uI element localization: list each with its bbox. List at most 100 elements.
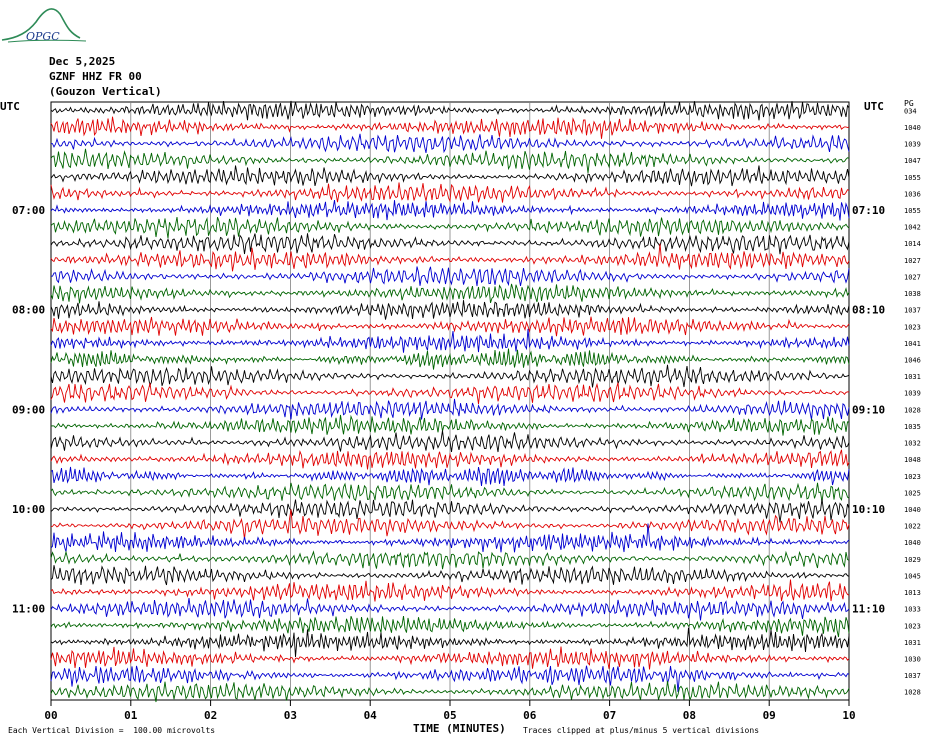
trace-row [50, 100, 850, 121]
right-hour-label: 08:10 [852, 304, 885, 317]
row-scale-value: 1023 [904, 622, 921, 630]
trace-row [50, 681, 850, 703]
trace-row [50, 182, 850, 203]
left-hour-label: 07:00 [12, 204, 45, 217]
trace-row [50, 398, 850, 420]
left-hour-label: 11:00 [12, 603, 45, 616]
x-tick-label: 07 [603, 709, 616, 722]
row-scale-value: 1040 [904, 506, 921, 514]
row-scale-value: 1036 [904, 190, 921, 198]
logo-wave [1, 8, 81, 41]
logo-underline [7, 39, 87, 43]
trace-row [50, 300, 850, 320]
right-hour-label: 11:10 [852, 603, 885, 616]
left-hour-label: 10:00 [12, 503, 45, 516]
x-tick-label: 04 [364, 709, 378, 722]
row-scale-value: 1028 [904, 689, 921, 697]
left-hour-label: 08:00 [12, 304, 45, 317]
x-tick-label: 00 [44, 709, 57, 722]
trace-row [50, 200, 850, 221]
trace-row [50, 348, 850, 370]
row-scale-value: 1041 [904, 340, 921, 348]
trace-row [50, 665, 850, 693]
left-hour-label: 09:00 [12, 403, 45, 416]
row-scale-value: 1022 [904, 523, 921, 531]
trace-row [50, 565, 850, 586]
trace-row [50, 430, 850, 453]
trace-row [50, 328, 850, 353]
x-tick-label: 06 [523, 709, 537, 722]
row-scale-value: 1031 [904, 639, 921, 647]
trace-row [50, 646, 850, 670]
x-tick-label: 05 [443, 709, 456, 722]
row-scale-value: 1038 [904, 290, 921, 298]
row-scale-value: 1023 [904, 473, 921, 481]
row-scale-value: 1039 [904, 141, 921, 149]
row-scale-value: 1033 [904, 606, 921, 614]
trace-row [50, 283, 850, 304]
row-scale-value: 1048 [904, 456, 921, 464]
row-scale-value: 1028 [904, 406, 921, 414]
right-utc-label: UTC [864, 100, 884, 113]
header-date: Dec 5,2025 [49, 55, 116, 68]
trace-row [51, 266, 850, 287]
trace-row [50, 316, 850, 337]
trace-row [50, 364, 850, 388]
right-hour-label: 09:10 [852, 403, 885, 416]
row-scale-value: 034 [904, 107, 917, 115]
row-scale-value: 1055 [904, 207, 921, 215]
seismic-traces [50, 100, 850, 703]
trace-row [50, 482, 850, 503]
row-scale-value: 1030 [904, 655, 921, 663]
trace-row [50, 217, 850, 239]
header-station: GZNF HHZ FR 00 [49, 70, 142, 83]
trace-row [50, 116, 850, 139]
right-hour-label: 07:10 [852, 204, 885, 217]
row-scale-value: 1040 [904, 539, 921, 547]
trace-row [50, 466, 850, 486]
row-scale-value: 1013 [904, 589, 921, 597]
opgc-logo: OPGC [1, 8, 87, 43]
row-scale-value: 1040 [904, 124, 921, 132]
trace-row [50, 523, 850, 553]
row-scale-value: 1035 [904, 423, 921, 431]
row-scale-value: 1032 [904, 440, 921, 448]
trace-row [50, 165, 850, 187]
logo-text: OPGC [26, 30, 60, 43]
x-tick-label: 09 [763, 709, 776, 722]
trace-row [50, 414, 850, 436]
row-scale-value: 1023 [904, 323, 921, 331]
row-scale-value: 1027 [904, 257, 921, 265]
row-scale-value: 1042 [904, 224, 921, 232]
x-axis-title: TIME (MINUTES) [413, 722, 506, 735]
x-tick-label: 01 [124, 709, 138, 722]
trace-row [50, 133, 850, 154]
row-scale-value: 1025 [904, 489, 921, 497]
row-scale-value: 1039 [904, 390, 921, 398]
row-scale-value: 1047 [904, 157, 921, 165]
trace-row [50, 579, 850, 602]
x-tick-label: 03 [284, 709, 297, 722]
trace-row [50, 627, 850, 658]
grid-lines [50, 101, 850, 706]
header-location: (Gouzon Vertical) [49, 85, 162, 98]
footer-clip-note: Traces clipped at plus/minus 5 vertical … [523, 726, 760, 735]
row-scale-value: 1037 [904, 672, 921, 680]
footer-scale-note: Each Vertical Division = 100.00 microvol… [8, 726, 216, 735]
trace-row [50, 598, 850, 621]
x-tick-label: 08 [683, 709, 696, 722]
row-scale-value: 1029 [904, 556, 921, 564]
row-scale-value: 1045 [904, 572, 921, 580]
row-scale-value: 1055 [904, 174, 921, 182]
row-scale-value: 1014 [904, 240, 921, 248]
axis-labels: UTC UTC PG 00 01 02 03 04 05 06 07 08 09 10 034 1040… [0, 99, 921, 722]
x-tick-label: 10 [842, 709, 855, 722]
row-scale-value: 1046 [904, 356, 921, 364]
x-tick-label: 02 [204, 709, 217, 722]
trace-row [50, 148, 850, 173]
right-hour-label: 10:10 [852, 503, 885, 516]
trace-row [50, 499, 850, 523]
left-utc-label: UTC [0, 100, 20, 113]
trace-row [50, 509, 850, 540]
